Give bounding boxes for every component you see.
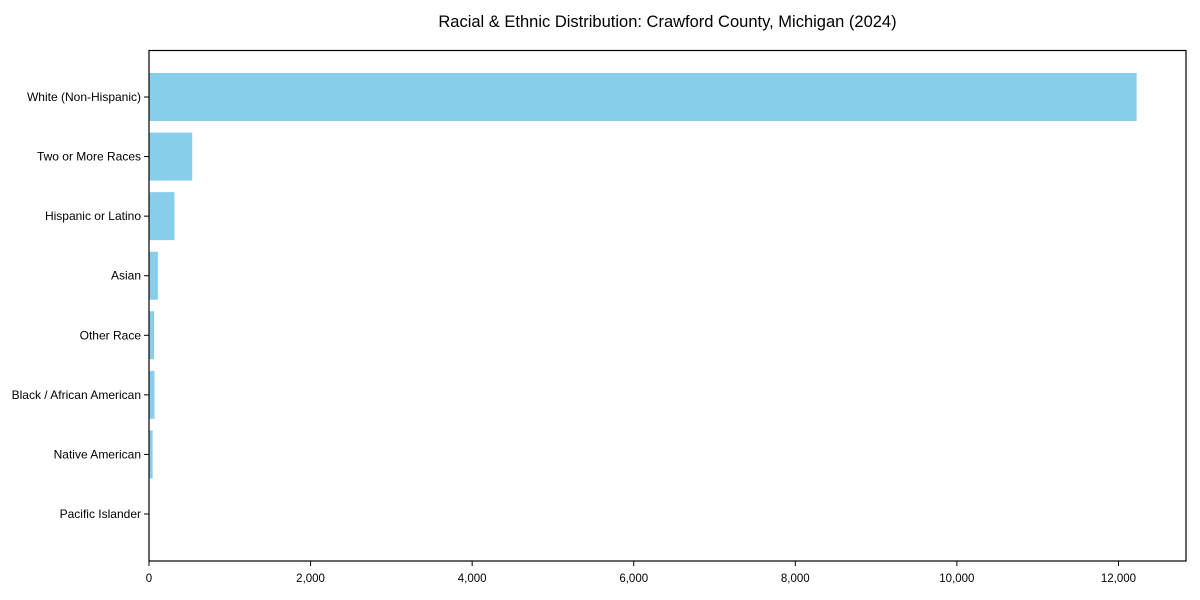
y-tick-label: White (Non-Hispanic) (27, 90, 141, 104)
x-tick-label: 6,000 (619, 573, 648, 585)
x-tick-label: 0 (146, 573, 152, 585)
chart-title: Racial & Ethnic Distribution: Crawford C… (438, 13, 897, 31)
y-tick-label: Other Race (80, 328, 142, 342)
x-tick-label: 12,000 (1101, 573, 1136, 585)
x-tick-label: 4,000 (458, 573, 487, 585)
bar-black-african-american (149, 370, 155, 419)
y-tick-label: Pacific Islander (60, 507, 141, 521)
x-tick-label: 2,000 (296, 573, 325, 585)
y-tick-label: Two or More Races (37, 150, 141, 164)
plot-frame (148, 49, 1187, 562)
y-tick-label: Black / African American (12, 388, 141, 402)
y-tick-label: Native American (54, 447, 141, 461)
bar-hispanic-or-latino (149, 192, 175, 241)
y-tick-label: Asian (111, 269, 141, 283)
bar-asian (149, 251, 158, 300)
bar-two-or-more-races (149, 132, 193, 181)
bar-white-non-hispanic (149, 73, 1137, 121)
x-tick-label: 8,000 (781, 573, 810, 585)
bar-other-race (149, 311, 155, 360)
bar-native-american (149, 430, 153, 479)
x-tick-label: 10,000 (939, 573, 974, 585)
y-tick-label: Hispanic or Latino (45, 209, 141, 223)
